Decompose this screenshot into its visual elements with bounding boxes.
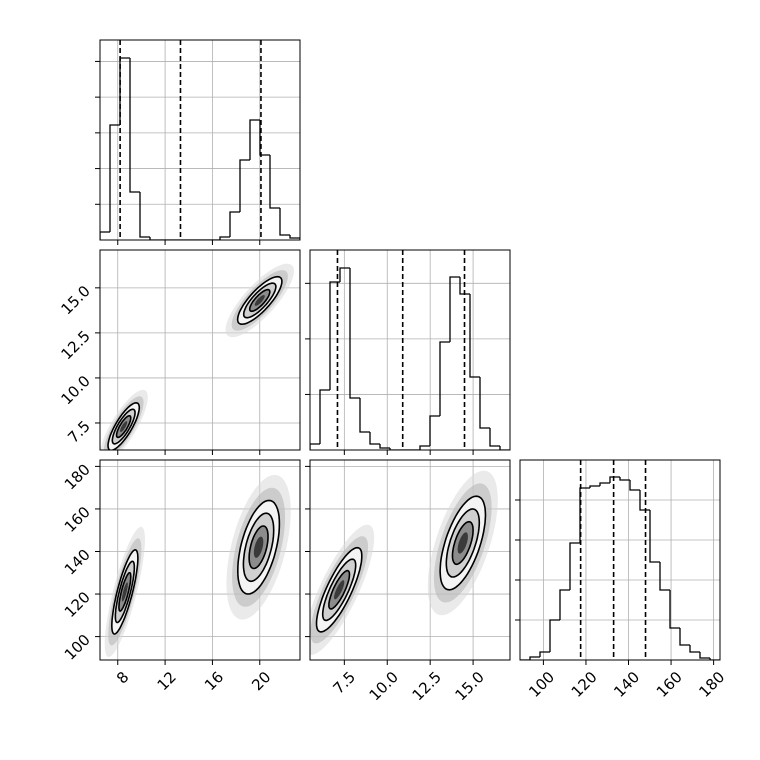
y-tick-label: 15.0 [57, 282, 93, 318]
histogram-bin [269, 155, 280, 209]
histogram-bin [459, 277, 470, 295]
y-tick-label: 160 [61, 503, 94, 536]
contour [253, 536, 264, 558]
panel [95, 39, 301, 245]
x-tick-label: 160 [653, 668, 686, 701]
x-tick-label: 12.5 [409, 668, 445, 704]
histogram-bin [119, 57, 130, 125]
panel-frame [99, 459, 301, 661]
histogram-bin [100, 231, 110, 240]
histogram-bin [449, 276, 460, 342]
contour [254, 295, 265, 306]
histogram-bin [419, 445, 430, 450]
histogram-bin [649, 510, 660, 563]
histogram-bin [229, 211, 240, 237]
histogram-bin [259, 120, 270, 156]
plot-area [520, 460, 720, 660]
panel [305, 249, 511, 455]
contour [120, 421, 128, 432]
y-tick-label: 10.0 [57, 372, 93, 408]
histogram-bin [569, 542, 580, 590]
histogram-bin [549, 619, 560, 652]
x-tick-label: 20 [248, 668, 274, 694]
x-tick-label: 180 [695, 668, 728, 701]
contour [121, 582, 128, 602]
panel-frame [309, 459, 511, 661]
histogram-bin [379, 444, 390, 449]
histogram-bin [349, 268, 360, 399]
y-tick-label: 180 [61, 460, 94, 493]
y-tick-label: 100 [61, 631, 94, 664]
histogram-bin [609, 476, 620, 483]
histogram-bin [279, 208, 290, 236]
histogram-bin [619, 477, 630, 481]
x-tick-label: 8 [113, 668, 132, 687]
y-tick-label: 12.5 [57, 327, 93, 363]
histogram-bin [129, 58, 140, 193]
plot-area [310, 250, 510, 450]
plot-area [100, 460, 300, 660]
plot-area [100, 250, 300, 450]
histogram-bin [319, 389, 330, 444]
x-tick-label: 10.0 [366, 668, 402, 704]
histogram-bin [589, 485, 600, 488]
histogram-bin [249, 119, 260, 160]
x-tick-label: 15.0 [451, 668, 487, 704]
panel-frame [309, 249, 511, 451]
panel: 7.5 10.0 12.5 15.0 [57, 249, 301, 455]
panel: 8 12 16 20 100 120 140 160 180 [61, 459, 301, 694]
histogram-bin [559, 589, 570, 620]
histogram-bin [679, 628, 690, 646]
histogram-bin [499, 446, 510, 450]
x-tick-label: 12 [154, 668, 180, 694]
panel-frame [519, 459, 721, 661]
histogram-bin [639, 490, 650, 511]
histogram-bin [529, 656, 540, 660]
histogram-bin [439, 341, 450, 416]
histogram-bin [389, 448, 400, 450]
histogram-bin [489, 428, 500, 447]
histogram-bin [139, 192, 150, 238]
histogram-bin [599, 482, 610, 486]
x-tick-label: 7.5 [329, 668, 359, 698]
plot-area [100, 40, 300, 240]
contour [457, 532, 468, 554]
histogram-bin [219, 236, 230, 240]
x-tick-label: 120 [568, 668, 601, 701]
x-tick-label: 100 [525, 668, 558, 701]
histogram-bin [329, 281, 340, 390]
x-tick-label: 16 [201, 668, 227, 694]
y-tick-label: 7.5 [64, 417, 94, 447]
histogram-bin [369, 432, 380, 445]
histogram-bin [579, 487, 590, 543]
histogram-bin [109, 124, 120, 232]
histogram-bin [669, 590, 680, 629]
histogram-bin [539, 651, 550, 657]
histogram-bin [310, 443, 320, 450]
y-tick-label: 140 [61, 546, 94, 579]
histogram-bin [239, 159, 250, 212]
contour [334, 580, 345, 600]
panel-frame [99, 249, 301, 451]
panel: 100 120 140 160 180 [515, 459, 728, 701]
histogram-bin [699, 652, 710, 659]
histogram-bin [629, 480, 640, 491]
x-tick-label: 140 [610, 668, 643, 701]
histogram-bin [289, 235, 300, 240]
histogram-bin [469, 294, 480, 378]
histogram-bin [659, 562, 670, 591]
histogram-bin [149, 237, 160, 240]
plot-area [310, 460, 510, 660]
panel-frame [99, 39, 301, 241]
histogram-bin [359, 398, 370, 433]
histogram-bin [709, 658, 720, 660]
y-tick-label: 120 [61, 588, 94, 621]
histogram-bin [429, 415, 440, 446]
histogram-bin [339, 267, 350, 282]
histogram-bin [689, 645, 700, 653]
histogram-bin [479, 377, 490, 429]
